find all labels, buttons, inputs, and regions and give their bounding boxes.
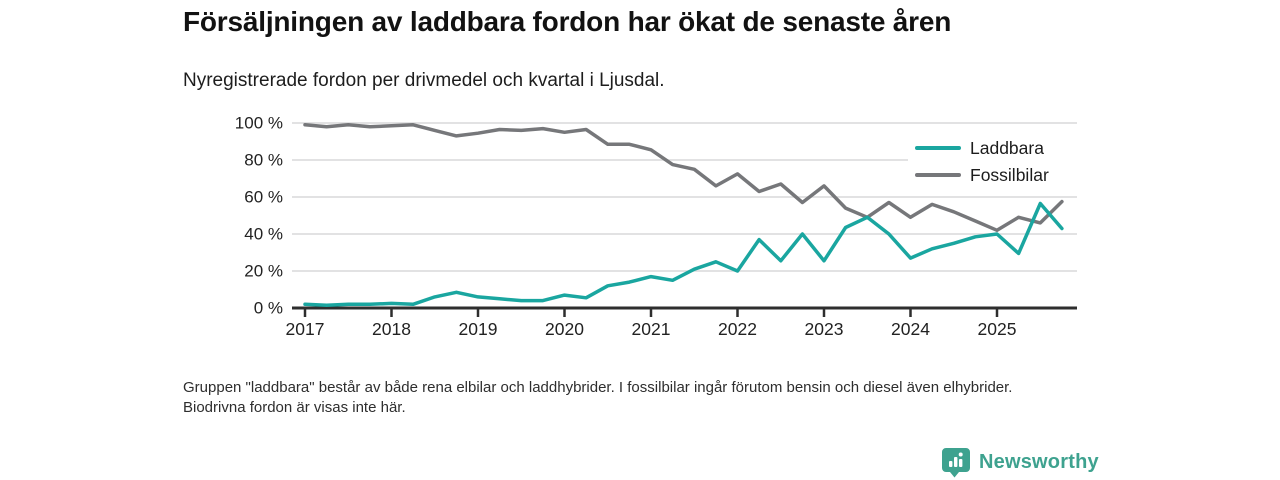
legend-label-fossilbilar: Fossilbilar [970,165,1049,185]
y-axis-label: 80 % [244,151,283,170]
x-axis-label: 2022 [718,319,757,339]
legend-label-laddbara: Laddbara [970,138,1044,158]
x-axis-label: 2017 [286,319,325,339]
y-axis-label: 40 % [244,225,283,244]
fossilbilar-line [303,123,1064,233]
x-axis-label: 2018 [372,319,411,339]
chart-canvas: 0 % 20 % 40 % 60 % 80 % 100 % 2017 2018 2019 2020… [235,114,1088,339]
x-axis-label: 2021 [632,319,671,339]
page-title: Försäljningen av laddbara fordon har öka… [183,6,952,37]
y-axis-label: 20 % [244,262,283,281]
x-axis-label: 2024 [891,319,930,339]
newsworthy-logo: Newsworthy [941,447,1099,478]
x-axis-label: 2019 [459,319,498,339]
laddbara-line [303,201,1064,307]
y-axis-label: 60 % [244,188,283,207]
x-axis-label: 2023 [805,319,844,339]
logo-text: Newsworthy [979,451,1099,473]
line-chart: 0 % 20 % 40 % 60 % 80 % 100 % 2017 2018 2019 2020… [180,108,1100,348]
x-axis-label: 2020 [545,319,584,339]
chart-subtitle: Nyregistrerade fordon per drivmedel och … [183,70,665,91]
y-axis-label: 100 % [235,114,283,133]
chart-footnote: Gruppen "laddbara" består av både rena e… [183,379,1013,416]
legend-background [908,132,1088,190]
y-axis-label: 0 % [254,299,283,318]
bar-chart-pin-icon [942,448,970,478]
x-axis-label: 2025 [978,319,1017,339]
